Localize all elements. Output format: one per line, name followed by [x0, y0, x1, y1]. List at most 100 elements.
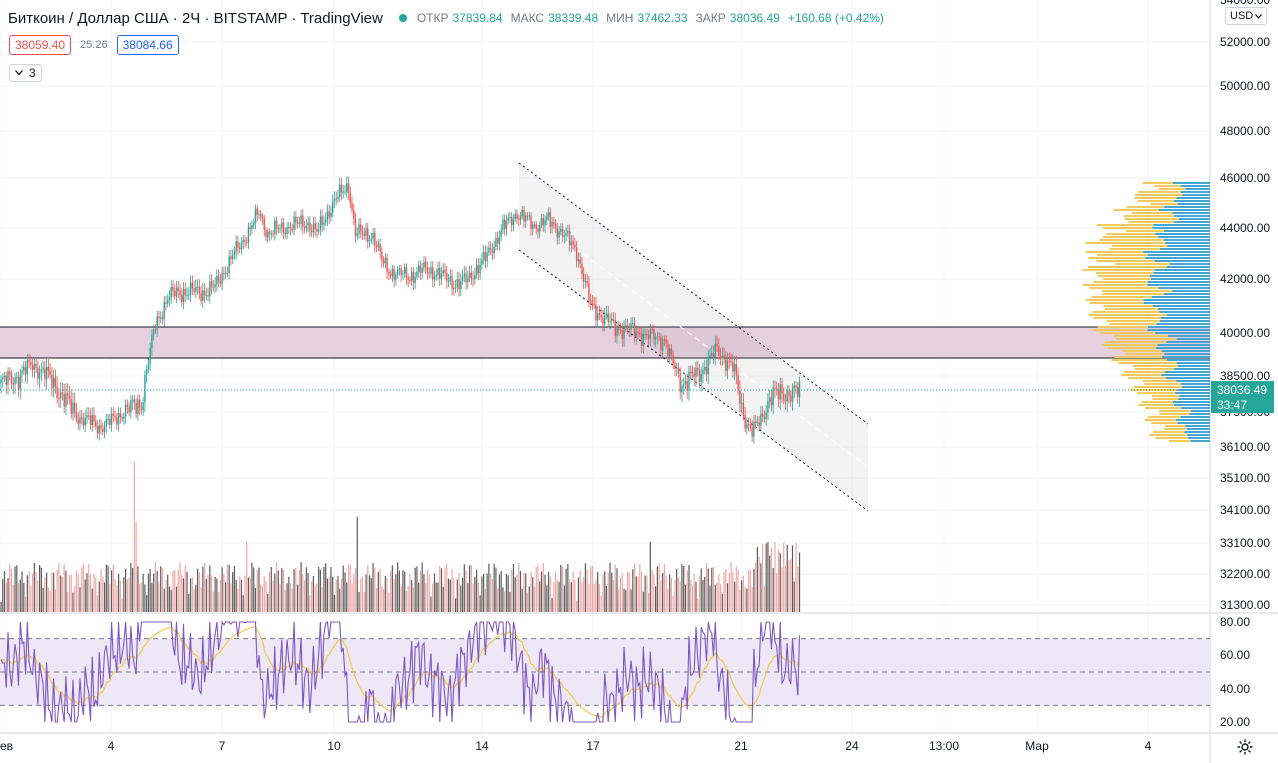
- volume-profile-bar-down: [1087, 266, 1167, 268]
- volume-profile-bar-down: [1093, 329, 1148, 331]
- candle-body: [614, 319, 616, 336]
- volume-bar: [454, 598, 457, 612]
- volume-profile-bar-down: [1082, 269, 1156, 271]
- volume-profile-bar-up: [1153, 224, 1210, 226]
- time-tick-label: 10: [327, 739, 341, 753]
- volume-bar: [268, 572, 271, 612]
- candle-body: [242, 240, 244, 243]
- volume-bar: [360, 578, 362, 612]
- candle-body: [639, 333, 641, 335]
- volume-bar: [272, 580, 274, 612]
- candle-body: [788, 390, 790, 396]
- candle-body: [210, 281, 213, 288]
- volume-bar: [260, 584, 262, 612]
- volume-profile-bar-down: [1096, 254, 1148, 256]
- candle-body: [798, 381, 801, 398]
- volume-bar: [391, 565, 393, 612]
- volume-bar: [554, 570, 557, 612]
- volume-bar: [474, 576, 476, 612]
- candle-body: [145, 369, 148, 375]
- candle-body: [202, 290, 204, 302]
- candle-body: [96, 426, 99, 434]
- volume-profile-bar-down: [1159, 413, 1190, 415]
- candle-body: [588, 283, 590, 301]
- volume-bar: [579, 570, 581, 612]
- candle-body: [351, 203, 353, 210]
- volume-bar: [167, 574, 169, 612]
- candle-body: [51, 374, 53, 388]
- candle-body: [314, 223, 316, 230]
- volume-bar: [537, 564, 539, 612]
- volume-bar: [642, 591, 644, 612]
- volume-bar: [267, 593, 269, 612]
- candle-body: [189, 282, 192, 295]
- candle-body: [528, 215, 530, 217]
- volume-bar: [400, 586, 402, 612]
- candle-body: [307, 222, 309, 226]
- candle-body: [49, 370, 51, 375]
- buy-price-button[interactable]: 38084.66: [116, 35, 179, 55]
- volume-bar: [495, 567, 497, 612]
- volume-bar: [172, 570, 174, 612]
- symbol-title[interactable]: Биткоин / Доллар США · 2Ч · BITSTAMP · T…: [8, 9, 383, 27]
- volume-bar: [205, 578, 207, 612]
- volume-bar: [640, 571, 643, 612]
- volume-bar: [70, 574, 72, 612]
- candle-body: [358, 224, 360, 234]
- volume-profile-bar-up: [1149, 275, 1210, 277]
- candle-body: [154, 329, 157, 331]
- candle-body: [439, 268, 441, 279]
- currency-select[interactable]: USD: [1225, 7, 1268, 25]
- volume-profile-bar-down: [1085, 251, 1144, 253]
- candle-body: [14, 377, 16, 385]
- volume-bar: [535, 566, 537, 612]
- candle-body: [568, 230, 571, 246]
- volume-bar: [291, 588, 293, 612]
- rsi-line: [0, 620, 801, 723]
- volume-profile-bar-down: [1137, 200, 1174, 202]
- volume-bar: [540, 571, 543, 612]
- candle-body: [274, 220, 276, 235]
- volume-bar: [409, 574, 411, 612]
- candle-body: [7, 371, 9, 385]
- volume-profile-bar-up: [1167, 314, 1210, 316]
- volume-bar: [590, 566, 592, 612]
- volume-bar: [154, 562, 157, 612]
- gear-icon[interactable]: [1236, 738, 1254, 756]
- candle-body: [44, 368, 46, 380]
- candle-body: [209, 281, 211, 297]
- volume-bar: [137, 566, 139, 612]
- candle-body: [386, 257, 388, 272]
- volume-profile-bar-down: [1091, 296, 1152, 298]
- volume-bar: [798, 552, 801, 612]
- volume-bar: [683, 565, 685, 612]
- market-status-icon: [398, 14, 407, 22]
- volume-profile-bar-up: [1176, 197, 1210, 199]
- candle-body: [503, 219, 506, 229]
- volume-bar: [463, 564, 465, 612]
- volume-profile-bar-up: [1163, 239, 1210, 241]
- candle-body: [719, 356, 722, 358]
- candle-body: [172, 286, 174, 291]
- candle-body: [451, 276, 453, 289]
- volume-bar: [333, 595, 336, 612]
- volume-bar: [726, 583, 729, 612]
- volume-bar: [316, 583, 318, 612]
- candle-body: [40, 369, 43, 373]
- candle-body: [105, 419, 107, 427]
- candle-body: [372, 232, 374, 239]
- volume-bar: [228, 564, 230, 612]
- volume-profile-bar-down: [1123, 215, 1175, 217]
- volume-profile-bar-down: [1130, 389, 1178, 391]
- candle-body: [347, 183, 350, 193]
- price-tick-label: 50000.00: [1220, 79, 1271, 93]
- indicators-toggle-button[interactable]: 3: [9, 64, 42, 82]
- high-value: 38339.48: [548, 11, 599, 25]
- candle-body: [737, 375, 739, 391]
- candle-body: [174, 290, 176, 297]
- volume-bar: [521, 588, 523, 612]
- sell-price-button[interactable]: 38059.40: [9, 35, 72, 55]
- volume-profile-bar-up: [1181, 407, 1210, 409]
- volume-profile-bar-up: [1156, 347, 1210, 349]
